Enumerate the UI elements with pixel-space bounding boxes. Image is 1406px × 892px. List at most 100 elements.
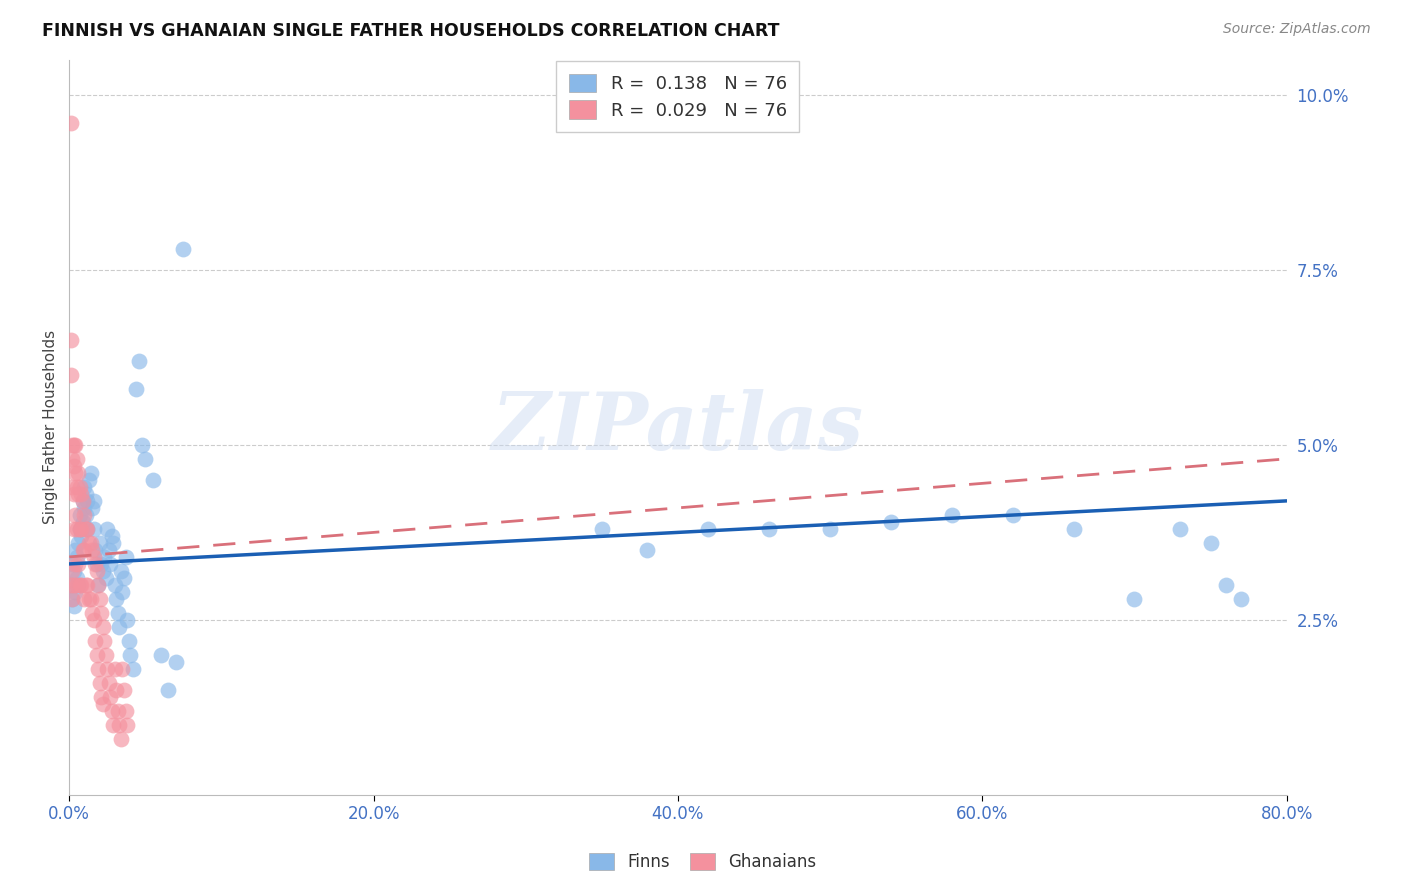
Point [72, 542, 94, 557]
Point [69, 480, 91, 494]
Point [60, 591, 83, 606]
Point [60, 557, 83, 571]
Point [75, 578, 97, 592]
Point [79, 536, 101, 550]
Point [66, 480, 89, 494]
Point [122, 662, 145, 676]
Point [59, 578, 82, 592]
Point [76, 494, 98, 508]
Text: FINNISH VS GHANAIAN SINGLE FATHER HOUSEHOLDS CORRELATION CHART: FINNISH VS GHANAIAN SINGLE FATHER HOUSEH… [42, 22, 780, 40]
Point [89, 536, 111, 550]
Point [62, 522, 84, 536]
Point [72, 494, 94, 508]
Point [86, 557, 108, 571]
Point [72, 494, 94, 508]
Point [1168, 522, 1191, 536]
Point [1230, 591, 1253, 606]
Point [65, 508, 87, 522]
Point [87, 578, 110, 592]
Point [1001, 508, 1024, 522]
Point [70, 522, 93, 536]
Point [59, 368, 82, 382]
Point [90, 690, 112, 704]
Y-axis label: Single Father Households: Single Father Households [44, 330, 58, 524]
Point [108, 718, 131, 732]
Point [114, 549, 136, 564]
Point [101, 529, 124, 543]
Point [66, 522, 89, 536]
Point [96, 662, 118, 676]
Point [73, 591, 96, 606]
Point [62, 564, 84, 578]
Point [65, 438, 87, 452]
Point [103, 536, 125, 550]
Point [77, 536, 100, 550]
Point [91, 620, 114, 634]
Point [86, 564, 108, 578]
Point [90, 606, 112, 620]
Point [105, 591, 128, 606]
Point [94, 571, 117, 585]
Point [72, 515, 94, 529]
Point [87, 578, 110, 592]
Point [65, 557, 87, 571]
Point [149, 648, 172, 662]
Point [142, 473, 165, 487]
Point [93, 549, 115, 564]
Point [758, 522, 780, 536]
Point [157, 683, 180, 698]
Point [89, 676, 111, 690]
Point [87, 662, 110, 676]
Point [67, 466, 90, 480]
Point [84, 542, 107, 557]
Point [117, 634, 139, 648]
Point [77, 473, 100, 487]
Point [105, 683, 128, 698]
Point [103, 718, 125, 732]
Point [83, 494, 105, 508]
Point [69, 508, 91, 522]
Point [93, 634, 115, 648]
Point [112, 683, 135, 698]
Point [1215, 578, 1237, 592]
Point [62, 599, 84, 613]
Point [75, 522, 97, 536]
Point [941, 508, 963, 522]
Point [134, 451, 156, 466]
Point [83, 549, 105, 564]
Point [60, 480, 83, 494]
Point [96, 522, 118, 536]
Point [73, 480, 96, 494]
Point [1063, 522, 1085, 536]
Point [83, 522, 105, 536]
Point [67, 487, 90, 501]
Point [97, 676, 120, 690]
Point [98, 557, 121, 571]
Legend: Finns, Ghanaians: Finns, Ghanaians [581, 845, 825, 880]
Point [110, 564, 132, 578]
Point [79, 466, 101, 480]
Point [69, 522, 91, 536]
Point [67, 557, 90, 571]
Point [65, 585, 87, 599]
Point [115, 718, 138, 732]
Point [131, 438, 153, 452]
Point [76, 522, 98, 536]
Point [75, 487, 97, 501]
Point [697, 522, 720, 536]
Point [89, 591, 111, 606]
Point [66, 549, 89, 564]
Point [591, 522, 613, 536]
Point [77, 591, 100, 606]
Point [70, 522, 93, 536]
Point [62, 487, 84, 501]
Text: Source: ZipAtlas.com: Source: ZipAtlas.com [1223, 22, 1371, 37]
Point [108, 620, 131, 634]
Point [79, 591, 101, 606]
Point [59, 115, 82, 129]
Point [104, 662, 127, 676]
Point [80, 542, 103, 557]
Point [62, 578, 84, 592]
Point [80, 500, 103, 515]
Legend: R =  0.138   N = 76, R =  0.029   N = 76: R = 0.138 N = 76, R = 0.029 N = 76 [557, 62, 800, 133]
